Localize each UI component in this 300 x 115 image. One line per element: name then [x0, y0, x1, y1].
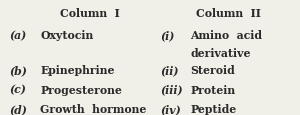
Text: (iv): (iv) [160, 104, 181, 114]
Text: Progesterone: Progesterone [40, 84, 122, 95]
Text: Growth  hormone: Growth hormone [40, 104, 147, 114]
Text: Column  I: Column I [60, 8, 120, 19]
Text: Protein: Protein [190, 84, 236, 95]
Text: (a): (a) [9, 30, 26, 41]
Text: Epinephrine: Epinephrine [40, 64, 115, 75]
Text: (iii): (iii) [160, 84, 183, 95]
Text: (d): (d) [9, 104, 27, 114]
Text: (ii): (ii) [160, 64, 179, 75]
Text: Column  II: Column II [196, 8, 260, 19]
Text: derivative: derivative [190, 48, 251, 59]
Text: (i): (i) [160, 30, 175, 41]
Text: (b): (b) [9, 64, 27, 75]
Text: Oxytocin: Oxytocin [40, 30, 94, 41]
Text: Peptide: Peptide [190, 104, 237, 114]
Text: Steroid: Steroid [190, 64, 235, 75]
Text: (c): (c) [9, 84, 26, 95]
Text: Amino  acid: Amino acid [190, 30, 262, 41]
